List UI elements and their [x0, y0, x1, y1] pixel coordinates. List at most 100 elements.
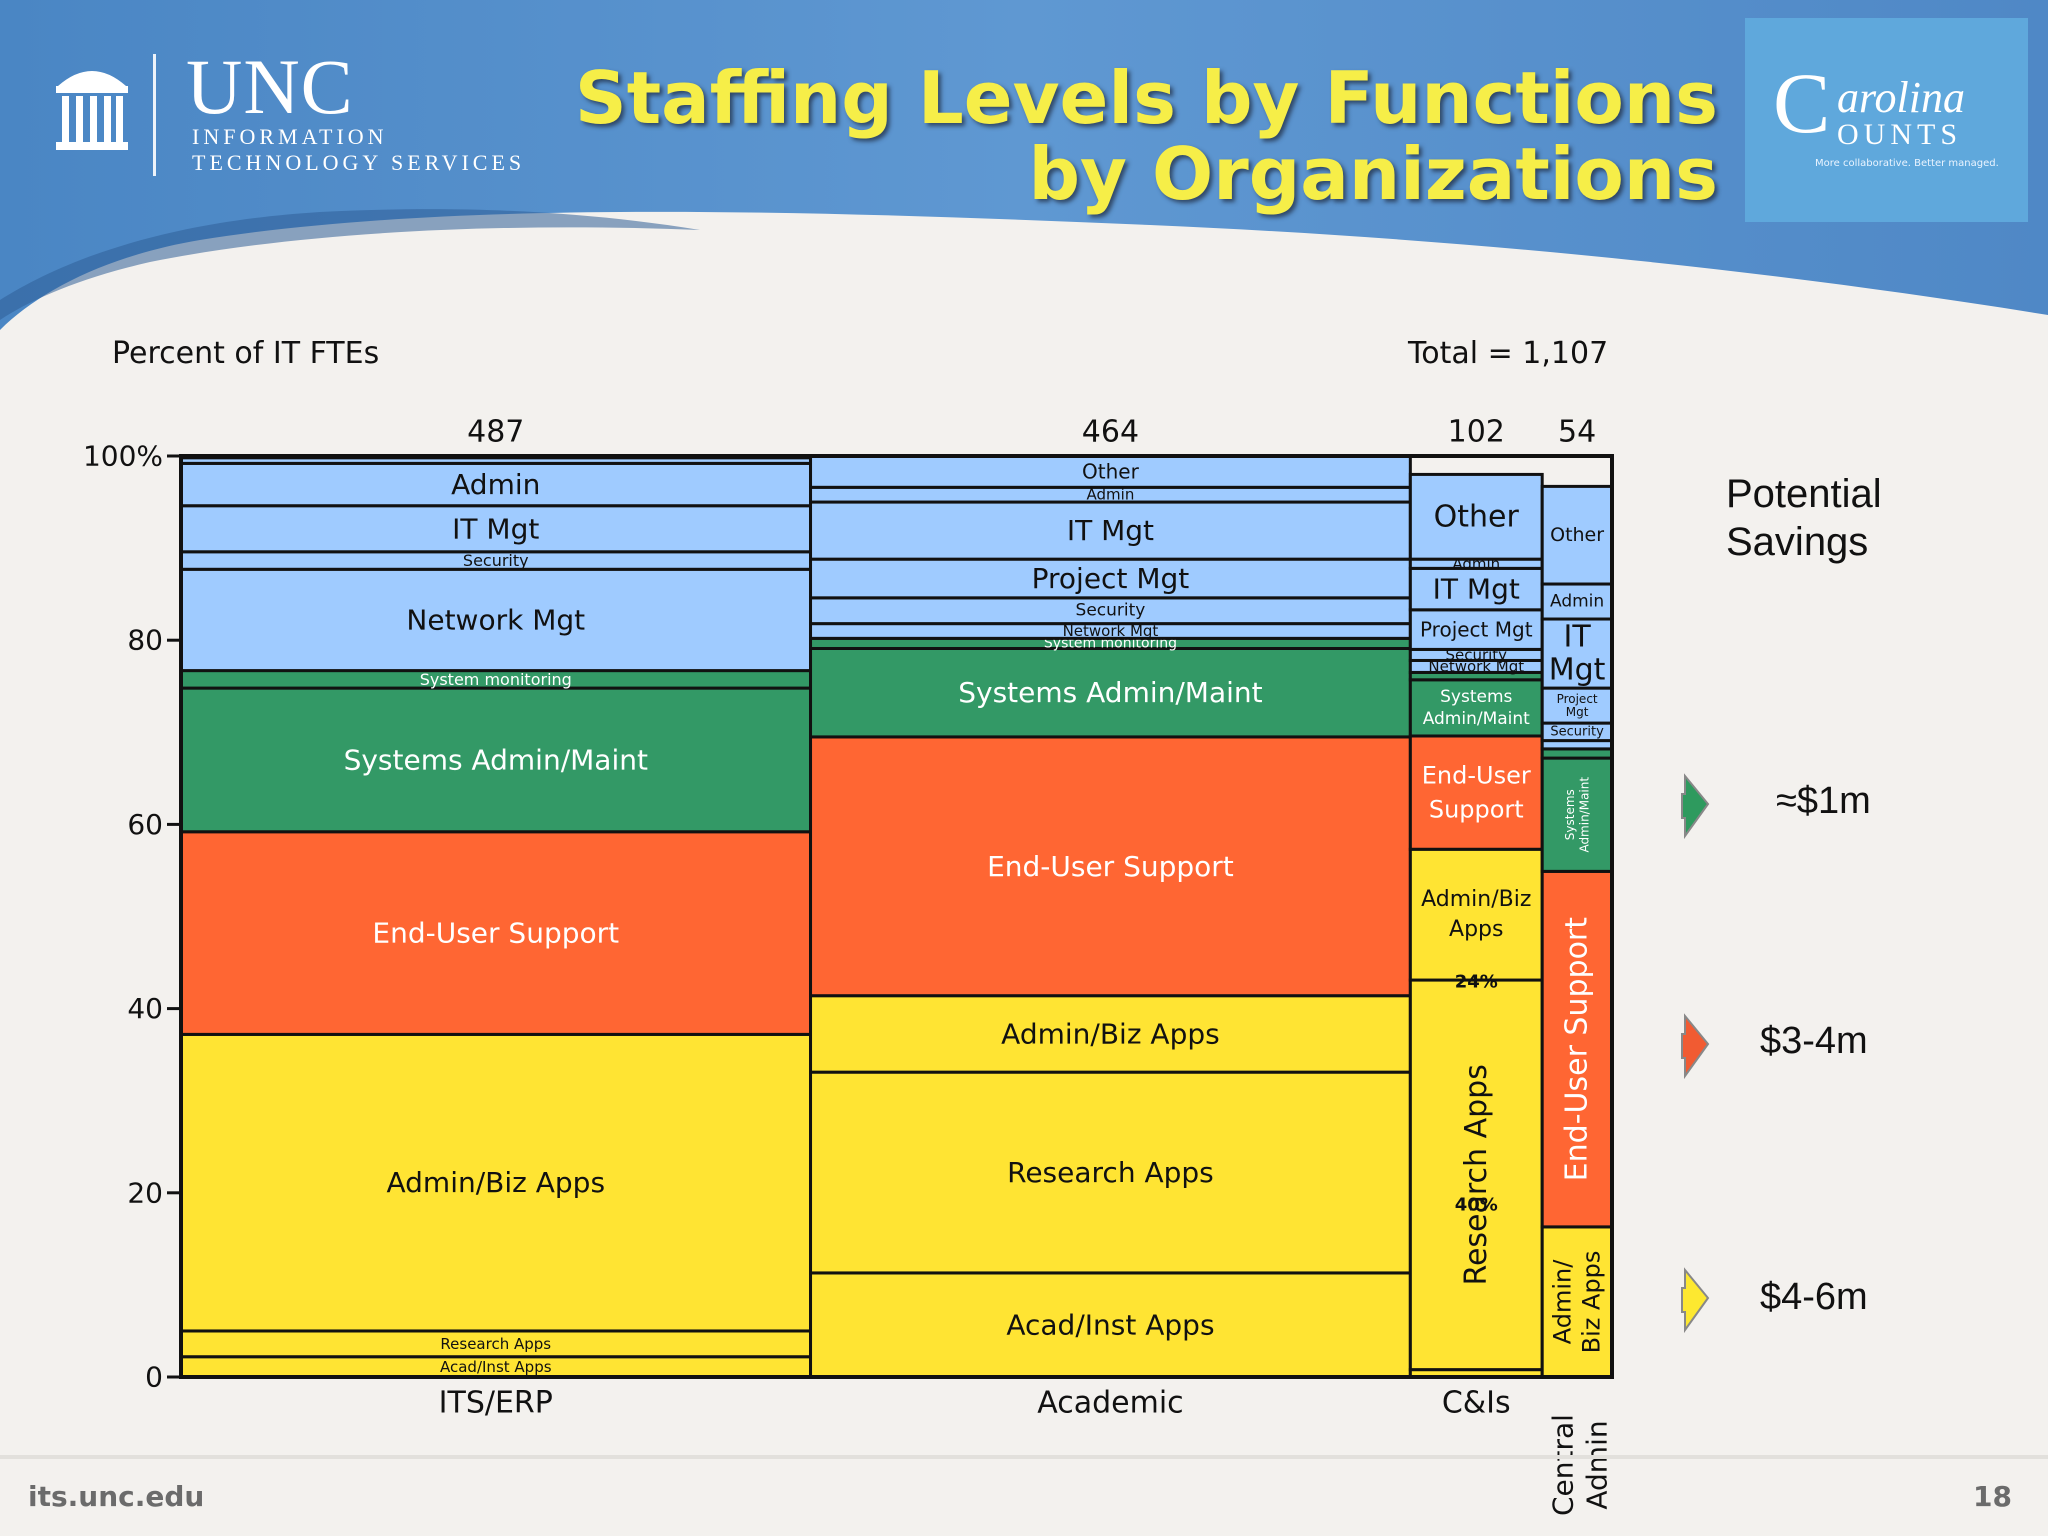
segment-label: IT Mgt — [1433, 573, 1520, 606]
segment-label: Other — [1434, 499, 1520, 534]
total-label: Total = 1,107 — [1408, 336, 1609, 371]
savings-yellow: $4-6m — [1760, 1276, 1868, 1318]
segment-academic-admin-biz-apps — [809, 994, 1412, 1074]
segment-label: End-User Support — [987, 850, 1234, 883]
old-well-icon — [56, 71, 128, 150]
segment-label: Systems — [1563, 789, 1577, 840]
column-name: ITS/ERP — [439, 1386, 553, 1421]
cc-logo-tagline: More collaborative. Better managed. — [1815, 158, 1999, 169]
savings-green: ≈$1m — [1776, 780, 1871, 822]
segment-label: Project — [1557, 692, 1598, 706]
savings-arrow-icon — [1681, 773, 1710, 840]
footer-divider — [0, 1455, 2048, 1459]
segment-label: Other — [1082, 460, 1140, 484]
segment-label: Systems Admin/Maint — [958, 676, 1262, 709]
segment-label: End-User Support — [372, 917, 619, 950]
segment-c-is-other — [1408, 472, 1544, 561]
segment-label: Research Apps — [1459, 1064, 1494, 1285]
y-tick-label: 40 — [127, 992, 163, 1025]
column-fte-count: 102 — [1448, 415, 1505, 450]
segment-label: Admin/Biz — [1421, 887, 1531, 912]
segment-label: Other — [1550, 524, 1604, 546]
segment-label: Biz Apps — [1577, 1251, 1605, 1354]
segment-academic-systems-admin-maint — [809, 646, 1412, 739]
column-annotation: 40% — [1455, 1194, 1498, 1215]
column-annotation: 24% — [1455, 971, 1498, 992]
column-name: Academic — [1037, 1386, 1183, 1421]
title-line2: by Organizations — [1028, 132, 1718, 216]
y-tick-label: 100% — [83, 440, 163, 473]
segment-label: Research Apps — [440, 1335, 551, 1353]
segment-label: Network Mgt — [1063, 622, 1159, 640]
footer-url: its.unc.edu — [28, 1480, 205, 1513]
potential-savings-title: Potential Savings — [1726, 470, 1882, 566]
savings-arrow-icon — [1681, 1267, 1710, 1334]
unc-wordmark: UNC — [186, 43, 354, 130]
segment-its-erp-end-user-support — [179, 830, 813, 1036]
unc-its-logo: UNC INFORMATION TECHNOLOGY SERVICES — [52, 43, 572, 182]
column-name: Central — [1547, 1414, 1580, 1516]
segment-label: Admin — [1550, 592, 1604, 612]
segment-label: IT Mgt — [452, 512, 539, 545]
segment-label: Admin/ — [1549, 1259, 1577, 1344]
y-tick-label: 0 — [145, 1361, 163, 1394]
segment-academic-research-apps — [809, 1070, 1412, 1275]
logo-divider — [153, 54, 156, 176]
segment-label: Systems — [1440, 687, 1512, 707]
segment-label: Acad/Inst Apps — [440, 1358, 552, 1376]
segment-label: End-User Support — [1560, 917, 1595, 1182]
segment-label: Mgt — [1549, 653, 1606, 688]
segment-label: Systems Admin/Maint — [344, 743, 648, 776]
segment-academic-other — [809, 454, 1412, 489]
segment-label: Security — [1550, 724, 1604, 739]
savings-title-line2: Savings — [1726, 520, 1869, 564]
segment-its-erp-network-mgt — [179, 567, 813, 673]
segment-label: Apps — [1449, 917, 1503, 942]
segment-academic-end-user-support — [809, 735, 1412, 998]
savings-arrow-icon — [1681, 1013, 1710, 1080]
column-name: Admin — [1581, 1420, 1614, 1509]
page-number: 18 — [1973, 1480, 2012, 1513]
carolina-counts-logo: C arolina OUNTS More collaborative. Bett… — [1745, 18, 2028, 222]
plot-frame — [179, 454, 1614, 1379]
segment-label: Admin/Maint — [1423, 709, 1530, 729]
y-axis-title: Percent of IT FTEs — [112, 336, 380, 371]
segment-label: Admin/Maint — [1577, 777, 1591, 853]
segment-label: IT Mgt — [1067, 514, 1154, 547]
segment-label: Network Mgt — [406, 603, 585, 636]
its-line2: TECHNOLOGY SERVICES — [192, 150, 526, 175]
y-tick-label: 60 — [127, 808, 163, 841]
y-tick-label: 20 — [127, 1176, 163, 1209]
cc-logo-arolina: arolina — [1837, 73, 1965, 122]
slide-title: Staffing Levels by Functions by Organiza… — [575, 60, 1718, 212]
segment-label: Security — [463, 551, 529, 570]
segment-label: IT — [1564, 620, 1592, 655]
its-line1: INFORMATION — [192, 124, 388, 149]
cc-logo-c: C — [1773, 55, 1831, 151]
segment-label: Research Apps — [1007, 1156, 1214, 1189]
column-name: C&Is — [1442, 1386, 1511, 1421]
segment-academic-project-mgt — [809, 557, 1412, 600]
segment-label: Acad/Inst Apps — [1006, 1308, 1214, 1341]
segment-label: Admin — [1087, 486, 1135, 504]
column-fte-count: 487 — [467, 415, 524, 450]
cc-logo-ounts: OUNTS — [1837, 118, 1963, 151]
segment-label: Admin — [451, 468, 540, 501]
savings-orange: $3-4m — [1760, 1020, 1868, 1062]
savings-title-line1: Potential — [1726, 472, 1882, 516]
segment-central-admin-other — [1540, 484, 1614, 586]
column-fte-count: 54 — [1558, 415, 1596, 450]
column-fte-count: 464 — [1082, 415, 1139, 450]
segment-label: Project Mgt — [1032, 562, 1190, 595]
segment-c-is-it-mgt — [1408, 566, 1544, 612]
segment-c-is-admin-biz-apps — [1408, 847, 1544, 982]
segment-academic-it-mgt — [809, 500, 1412, 561]
segment-label: Mgt — [1566, 705, 1589, 719]
header-banner — [0, 0, 2048, 330]
segment-label: Admin/Biz Apps — [386, 1166, 605, 1199]
segment-label: Admin/Biz Apps — [1001, 1017, 1220, 1050]
segment-label: Security — [1076, 601, 1146, 621]
